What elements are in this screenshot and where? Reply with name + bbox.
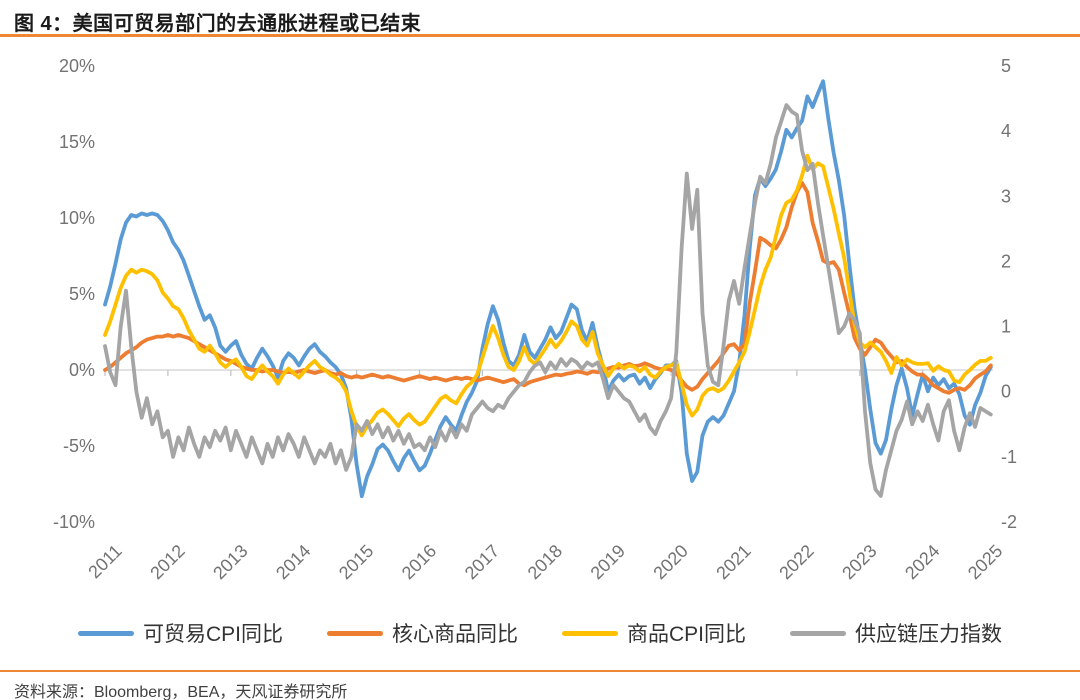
right-axis-label: 2 — [1001, 251, 1011, 271]
x-axis-label: 2023 — [838, 541, 880, 583]
title-divider-rule — [0, 34, 1080, 37]
legend-item-tradable-cpi: 可贸易CPI同比 — [77, 618, 283, 648]
figure-header: 图 4：美国可贸易部门的去通胀进程或已结束 — [0, 0, 1080, 41]
figure-footer: 资料来源：Bloomberg，BEA，天风证券研究所 — [0, 676, 1080, 700]
right-axis-label: 5 — [1001, 56, 1011, 76]
x-axis-label: 2015 — [335, 541, 377, 583]
legend-line-marker — [327, 630, 383, 636]
x-axis-label: 2011 — [84, 541, 126, 583]
series-line-0 — [103, 79, 993, 499]
right-axis-label: -2 — [1001, 512, 1017, 532]
right-axis-label: 1 — [1001, 317, 1011, 337]
legend-label: 供应链压力指数 — [855, 623, 1003, 646]
chart-legend: 可贸易CPI同比 核心商品同比 商品CPI同比 供应链压力指数 — [0, 618, 1080, 648]
footer-divider-rule — [0, 670, 1080, 672]
right-axis-label: 4 — [1001, 121, 1011, 141]
x-axis-label: 2016 — [398, 541, 440, 583]
legend-line-marker — [562, 630, 618, 636]
right-axis-label: 0 — [1001, 382, 1011, 402]
legend-line-marker — [790, 630, 847, 636]
left-axis-label: -10% — [53, 512, 95, 532]
line-chart: 2011 2012 2013 2014 2015 2016 2017 2018 2019 2020… — [53, 56, 1017, 583]
left-axis-label: 0% — [69, 360, 95, 380]
left-axis-label: 10% — [59, 208, 95, 228]
legend-item-core-goods: 核心商品同比 — [327, 618, 518, 648]
left-axis-label: 5% — [69, 284, 95, 304]
x-axis-label: 2025 — [964, 541, 1006, 583]
legend-item-supply-chain-index: 供应链压力指数 — [790, 618, 1002, 648]
left-axis-label: 15% — [59, 132, 95, 152]
right-axis-label: 3 — [1001, 186, 1011, 206]
x-axis-label: 2018 — [524, 541, 566, 583]
source-text: 资料来源：Bloomberg，BEA，天风证券研究所 — [14, 684, 348, 700]
legend-label: 商品CPI同比 — [627, 623, 747, 646]
x-axis-label: 2019 — [587, 541, 629, 583]
left-axis-label: -5% — [63, 436, 95, 456]
x-axis-label: 2022 — [775, 541, 817, 583]
legend-line-marker — [77, 630, 134, 636]
series-line-3 — [103, 103, 993, 498]
left-axis-label: 20% — [59, 56, 95, 76]
legend-label: 核心商品同比 — [392, 623, 518, 646]
x-axis-label: 2012 — [146, 541, 188, 583]
x-axis-label: 2017 — [461, 541, 503, 583]
x-axis-label: 2014 — [272, 541, 314, 583]
figure-title: 图 4：美国可贸易部门的去通胀进程或已结束 — [14, 13, 422, 35]
x-axis-label: 2024 — [901, 541, 943, 583]
x-axis-label: 2013 — [209, 541, 251, 583]
right-axis-label: -1 — [1001, 447, 1017, 467]
series-line-2 — [103, 153, 993, 438]
series-line-1 — [103, 181, 993, 395]
legend-label: 可贸易CPI同比 — [142, 623, 283, 646]
x-axis-label: 2021 — [712, 541, 754, 583]
x-axis-label: 2020 — [649, 541, 691, 583]
legend-item-goods-cpi: 商品CPI同比 — [562, 618, 746, 648]
